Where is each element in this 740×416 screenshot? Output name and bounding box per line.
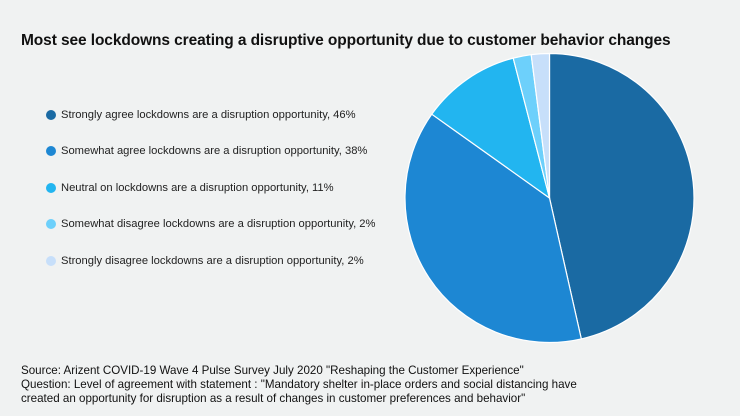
legend-label-neutral: Neutral on lockdowns are a disruption op… [61, 181, 334, 194]
legend-swatch-strongly-disagree [46, 255, 56, 266]
legend-item-strongly-agree: Strongly agree lockdowns are a disruptio… [46, 106, 375, 123]
pie-slice-strongly-disagree [530, 52, 551, 199]
legend-label-strongly-disagree: Strongly disagree lockdowns are a disrup… [61, 254, 364, 267]
legend-swatch-strongly-agree [46, 109, 56, 120]
legend-label-somewhat-agree: Somewhat agree lockdowns are a disruptio… [61, 145, 368, 157]
legend-label-somewhat-disagree: Somewhat disagree lockdowns are a disrup… [61, 218, 376, 230]
legend-item-neutral: Neutral on lockdowns are a disruption op… [46, 179, 375, 196]
legend-item-strongly-disagree: Strongly disagree lockdowns are a disrup… [46, 252, 375, 269]
chart-footer: Source: Arizent COVID-19 Wave 4 Pulse Su… [21, 364, 577, 407]
legend-label-strongly-agree: Strongly agree lockdowns are a disruptio… [61, 108, 356, 121]
question-note-line-2: created an opportunity for disruption as… [21, 392, 526, 406]
legend-swatch-somewhat-agree [46, 146, 56, 156]
source-note: Source: Arizent COVID-19 Wave 4 Pulse Su… [21, 364, 524, 377]
pie-slice-neutral [431, 57, 551, 199]
pie-slice-strongly-agree [548, 52, 695, 340]
pie-slice-somewhat-agree [404, 113, 582, 344]
legend-swatch-neutral [46, 182, 56, 193]
chart-title: Most see lockdowns creating a disruptive… [21, 32, 671, 49]
legend-item-somewhat-agree: Somewhat agree lockdowns are a disruptio… [46, 143, 375, 160]
legend-swatch-somewhat-disagree [46, 219, 56, 229]
legend-item-somewhat-disagree: Somewhat disagree lockdowns are a disrup… [46, 216, 375, 233]
question-note-line-1: Question: Level of agreement with statem… [21, 378, 577, 392]
chart-legend: Strongly agree lockdowns are a disruptio… [46, 106, 375, 289]
